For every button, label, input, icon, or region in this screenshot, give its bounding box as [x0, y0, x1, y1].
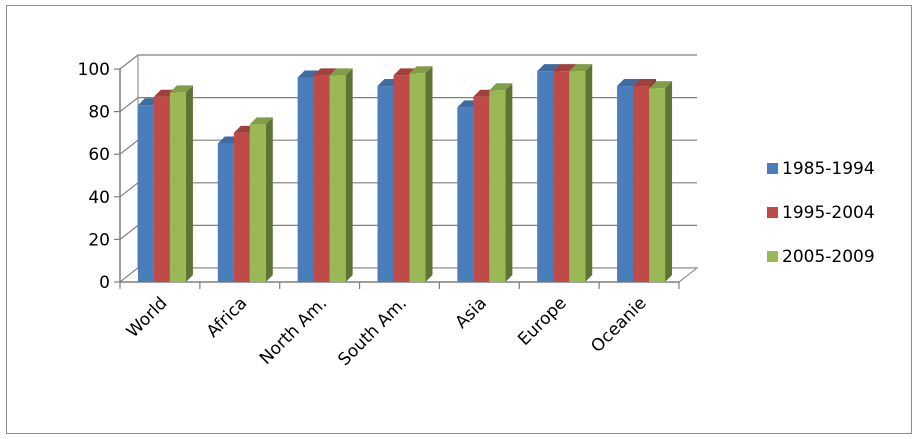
bar-top [489, 83, 513, 91]
x-tick-label: South Am. [334, 293, 411, 370]
bar [633, 86, 650, 282]
x-tick-label: World [123, 293, 172, 342]
bar [249, 124, 266, 282]
bar-top [649, 81, 673, 89]
bar-top [553, 64, 577, 72]
bar-side [425, 66, 433, 282]
bar-side [505, 83, 513, 282]
x-tick-label: Africa [203, 293, 251, 341]
bar [569, 71, 586, 282]
bar [169, 92, 186, 283]
bar [489, 90, 506, 282]
bar-side [665, 81, 673, 282]
bar-side [185, 85, 193, 283]
legend-label: 2005-2009 [782, 247, 875, 267]
bar [409, 73, 426, 282]
y-tick-label: 80 [88, 103, 110, 123]
bar-top [537, 64, 561, 72]
bar-top [169, 85, 193, 93]
bar [617, 86, 634, 282]
bar [473, 96, 490, 282]
bar [153, 96, 170, 282]
y-tick-label: 40 [88, 188, 110, 208]
legend-swatch [767, 251, 778, 262]
x-tick-label: Asia [452, 293, 491, 332]
gridline-side [119, 224, 139, 240]
bar [313, 75, 330, 282]
gridline-side [119, 182, 139, 198]
bar [329, 75, 346, 282]
legend-label: 1985-1994 [782, 159, 875, 179]
y-tick-label: 60 [88, 145, 110, 165]
bar [649, 88, 666, 282]
bar-top [569, 64, 593, 72]
bar-side [265, 117, 273, 282]
gridline-side [119, 97, 139, 113]
legend-swatch [767, 163, 778, 174]
x-tick-label: North Am. [256, 293, 331, 368]
x-tick-label: Oceanie [587, 293, 650, 356]
gridline-side [119, 54, 139, 70]
bar-side [585, 64, 593, 282]
gridline-side [119, 139, 139, 155]
y-tick-label: 100 [78, 60, 110, 80]
bar-top [633, 79, 657, 87]
bar [137, 105, 154, 283]
bar [217, 143, 234, 282]
bar [537, 71, 554, 282]
x-tick-label: Europe [514, 293, 570, 349]
bar-top [617, 79, 641, 87]
bar [553, 71, 570, 282]
bar-top [329, 68, 353, 76]
bar-side [345, 68, 353, 282]
y-tick-label: 20 [88, 230, 110, 250]
bar [457, 107, 474, 282]
legend-swatch [767, 207, 778, 218]
legend-label: 1995-2004 [782, 203, 875, 223]
bar [233, 132, 250, 282]
y-tick-label: 0 [99, 273, 110, 293]
bar [377, 86, 394, 282]
bar-top [249, 117, 273, 125]
bar-top [313, 68, 337, 76]
bar [297, 77, 314, 283]
bar [393, 75, 410, 282]
bar-top [409, 66, 433, 74]
